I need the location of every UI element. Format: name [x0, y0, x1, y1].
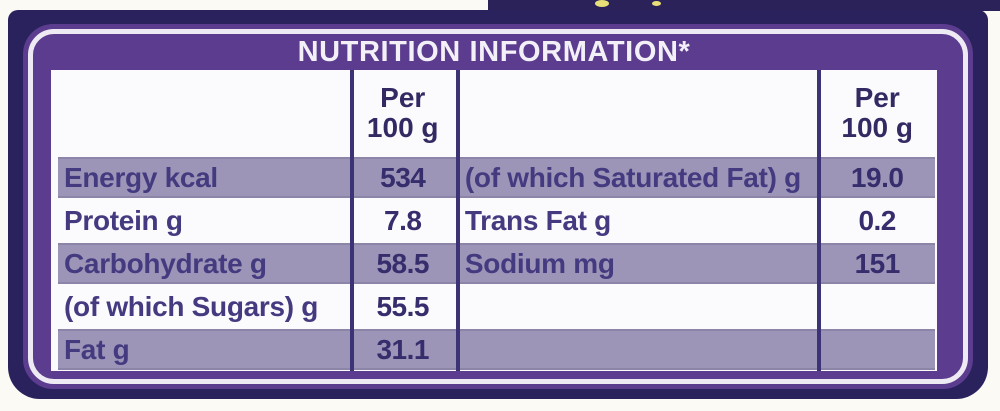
column-divider [349, 70, 354, 371]
nutrient-label: (of which Saturated Fat) g [464, 161, 801, 193]
table-row: Energy kcal 534 (of which Saturated Fat)… [51, 156, 937, 199]
nutrient-value: 0.2 [858, 204, 896, 236]
nutrient-label: Protein g [64, 204, 183, 236]
background-speck-icon [595, 0, 609, 7]
nutrient-value: 19.0 [850, 161, 904, 193]
nutrient-value: 7.8 [384, 204, 422, 236]
table-header-row: Per 100 g Per 100 g [51, 70, 937, 156]
label-inner-frame: NUTRITION INFORMATION* Per 100 g Per 100… [28, 29, 968, 384]
table-row: (of which Sugars) g 55.5 [51, 285, 937, 328]
photo-edge-strip [488, 0, 1000, 11]
nutrient-value: 31.1 [376, 333, 429, 365]
nutrient-label: Trans Fat g [464, 204, 611, 236]
background-speck-icon [652, 1, 661, 6]
table-row: Fat g 31.1 [51, 328, 937, 371]
table-title: NUTRITION INFORMATION* [297, 35, 691, 68]
nutrient-label: Fat g [64, 333, 130, 365]
per-100g-header-right: Per 100 g [841, 82, 913, 143]
column-divider [455, 70, 460, 371]
nutrient-label: (of which Sugars) g [64, 290, 319, 322]
nutrient-label: Energy kcal [64, 161, 218, 193]
nutrition-panel: NUTRITION INFORMATION* Per 100 g Per 100… [8, 10, 988, 399]
nutrition-table: Per 100 g Per 100 g Energy kcal 534 (of … [51, 70, 937, 371]
title-bar: NUTRITION INFORMATION* [51, 34, 937, 70]
per-100g-header-left: Per 100 g [366, 82, 439, 143]
nutrient-value: 58.5 [376, 247, 429, 279]
nutrient-value: 55.5 [376, 290, 429, 322]
table-body: Energy kcal 534 (of which Saturated Fat)… [51, 156, 937, 371]
purple-frame: NUTRITION INFORMATION* Per 100 g Per 100… [23, 24, 973, 389]
nutrient-label: Sodium mg [464, 247, 615, 279]
nutrient-label: Carbohydrate g [64, 247, 267, 279]
table-row: Carbohydrate g 58.5 Sodium mg 151 [51, 242, 937, 285]
column-divider [817, 70, 822, 371]
nutrient-value: 534 [380, 161, 426, 193]
nutrient-value: 151 [854, 247, 901, 279]
table-row: Protein g 7.8 Trans Fat g 0.2 [51, 199, 937, 242]
